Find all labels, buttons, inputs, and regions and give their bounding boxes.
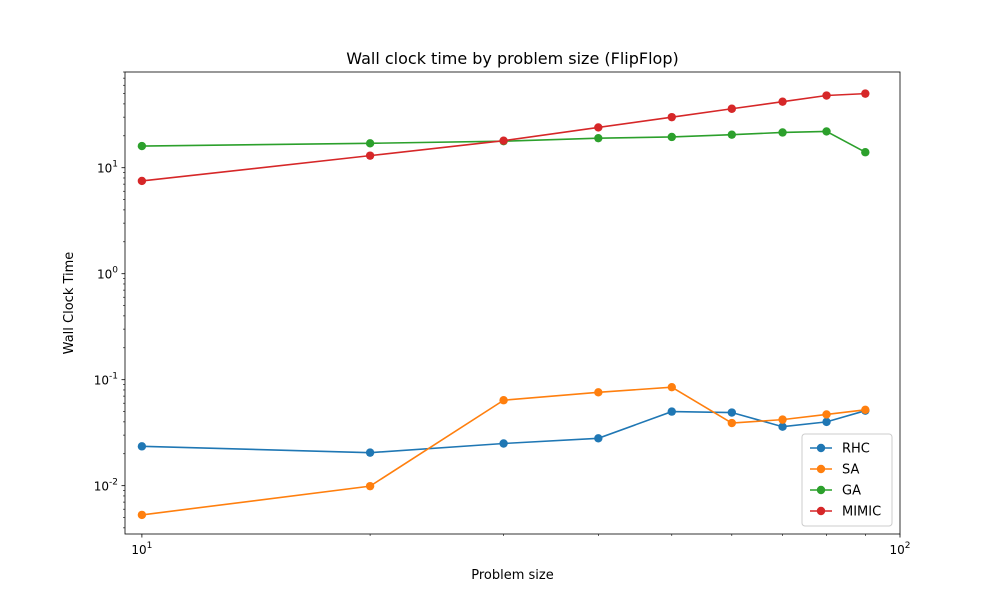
y-tick-label: 10-1 (94, 372, 118, 388)
data-point (778, 422, 787, 431)
data-point (365, 151, 375, 160)
data-point (365, 481, 375, 491)
data-point (594, 123, 603, 132)
series-layer (137, 89, 870, 520)
y-tick-label: 100 (97, 266, 118, 282)
x-axis-ticks: 101 102 (131, 534, 911, 557)
x-tick-label: 102 (889, 541, 910, 557)
plot-area (124, 71, 901, 535)
data-point (822, 127, 831, 136)
legend-box (801, 433, 893, 527)
legend-item: GA (810, 484, 861, 499)
data-point (822, 410, 831, 419)
y-tick-label: 101 (97, 160, 118, 176)
data-point (822, 417, 831, 427)
data-point (822, 91, 831, 100)
legend-item: SA (810, 463, 859, 478)
data-point (137, 442, 147, 451)
data-point (727, 104, 737, 113)
x-axis-label: Problem size (471, 568, 554, 583)
series-mimic (137, 89, 870, 186)
data-point (861, 405, 870, 414)
data-point (778, 128, 787, 137)
legend-swatch-marker (816, 485, 826, 495)
y-axis-label: Wall Clock Time (62, 252, 77, 355)
data-point (594, 133, 603, 143)
data-point (499, 136, 508, 145)
data-point (667, 382, 676, 392)
legend-item: RHC (810, 442, 870, 457)
data-point (365, 448, 375, 457)
data-point (861, 89, 870, 98)
data-point (667, 407, 676, 416)
legend-label: GA (842, 484, 861, 499)
data-point (667, 132, 676, 142)
data-point (499, 439, 508, 448)
chart-title: Wall clock time by problem size (FlipFlo… (346, 49, 678, 68)
data-point (365, 139, 375, 148)
legend-swatch-marker (816, 464, 826, 474)
data-point (137, 176, 147, 186)
x-tick-label: 101 (131, 541, 152, 557)
data-point (861, 148, 870, 157)
y-tick-label: 10-2 (94, 478, 118, 494)
data-point (727, 408, 737, 417)
data-point (137, 141, 147, 151)
legend-label: SA (842, 463, 859, 478)
data-point (137, 510, 147, 520)
legend-swatch-marker (816, 443, 826, 453)
data-point (778, 97, 787, 106)
legend: RHC SA GA MIMIC (801, 433, 893, 527)
series-line (141, 386, 866, 516)
data-point (499, 396, 508, 405)
legend-label: RHC (842, 442, 870, 457)
series-rhc (137, 406, 870, 457)
data-point (727, 418, 737, 428)
data-point (594, 434, 603, 443)
data-point (727, 130, 737, 139)
legend-swatch-marker (816, 506, 826, 516)
data-point (594, 388, 603, 397)
data-point (778, 415, 787, 424)
legend-item: MIMIC (810, 505, 881, 520)
y-axis-ticks: 10-2 10-1 100 101 (94, 71, 125, 529)
series-sa (137, 382, 870, 520)
data-point (667, 112, 676, 122)
legend-label: MIMIC (842, 505, 881, 520)
